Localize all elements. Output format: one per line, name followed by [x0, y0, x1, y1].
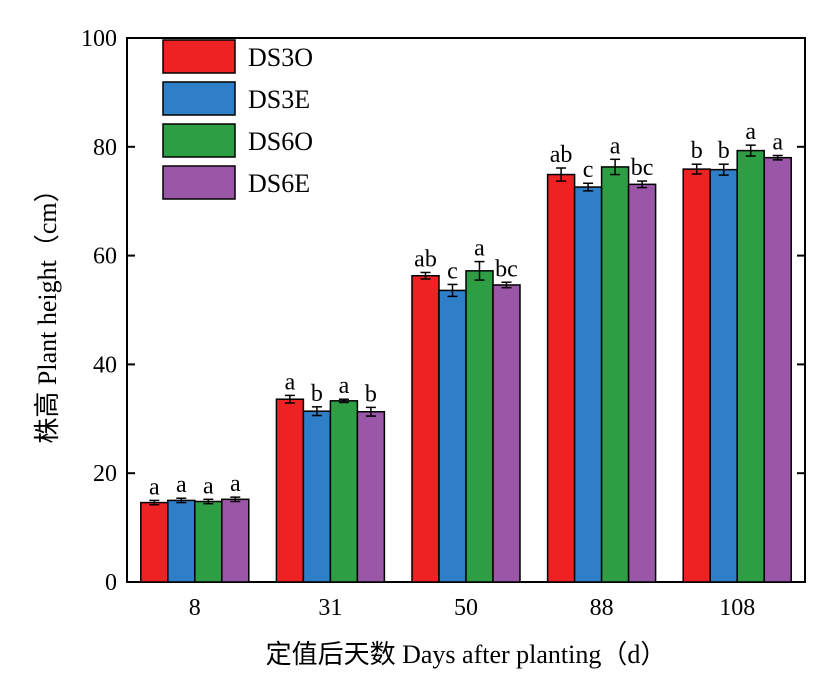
x-axis-title: 定值后天数 Days after planting（d）	[266, 640, 667, 669]
x-tick-label: 50	[454, 595, 478, 621]
bar	[573, 186, 603, 583]
bar	[465, 270, 494, 583]
y-tick-label: 0	[105, 570, 117, 596]
bar	[356, 410, 386, 583]
y-tick-label: 80	[93, 135, 117, 161]
significance-label: a	[285, 369, 296, 395]
legend-swatch	[162, 165, 236, 200]
bar	[411, 274, 440, 583]
y-tick-label: 60	[93, 244, 117, 270]
bar	[438, 289, 467, 583]
significance-label: a	[772, 130, 783, 156]
bar	[221, 498, 250, 583]
significance-label: a	[149, 474, 160, 500]
bar	[492, 284, 521, 583]
bar	[682, 168, 711, 583]
significance-label: ab	[414, 246, 437, 272]
bar	[194, 500, 223, 583]
legend-swatch	[162, 123, 236, 158]
significance-label: c	[447, 258, 458, 284]
significance-label: ab	[550, 142, 573, 168]
bar	[736, 149, 765, 583]
significance-label: a	[474, 236, 485, 262]
significance-label: a	[230, 471, 241, 497]
significance-label: bc	[495, 256, 518, 282]
bar	[600, 166, 630, 583]
legend-swatch	[162, 39, 236, 74]
bar	[140, 501, 169, 583]
significance-label: b	[691, 138, 703, 164]
significance-label: b	[718, 138, 730, 164]
y-axis-title: 株高 Plant height（cm）	[33, 176, 62, 443]
bar	[546, 173, 576, 583]
x-tick-label: 31	[318, 595, 342, 621]
y-tick-label: 40	[93, 352, 117, 378]
bar	[627, 183, 657, 583]
bar	[763, 156, 792, 583]
significance-label: b	[365, 381, 377, 407]
y-tick-label: 100	[81, 26, 117, 52]
legend-label: DS3E	[248, 85, 310, 114]
significance-label: a	[610, 133, 621, 159]
significance-label: a	[176, 472, 187, 498]
x-tick-label: 8	[189, 595, 201, 621]
legend-label: DS6E	[248, 169, 310, 198]
bar	[302, 410, 332, 583]
significance-label: a	[745, 119, 756, 145]
bar	[275, 398, 305, 583]
significance-label: a	[203, 473, 214, 499]
bar	[329, 400, 359, 583]
x-tick-label: 108	[719, 595, 755, 621]
bar	[709, 168, 738, 583]
significance-label: c	[583, 157, 594, 183]
legend-label: DS3O	[248, 43, 313, 72]
significance-label: bc	[631, 155, 654, 181]
legend-label: DS6O	[248, 127, 313, 156]
bar	[167, 499, 196, 583]
significance-label: a	[339, 373, 350, 399]
significance-label: b	[311, 381, 323, 407]
legend: DS3O DS3E DS6O DS6E	[162, 39, 313, 200]
x-tick-label: 88	[590, 595, 614, 621]
y-tick-label: 20	[93, 461, 117, 487]
legend-swatch	[162, 81, 236, 116]
